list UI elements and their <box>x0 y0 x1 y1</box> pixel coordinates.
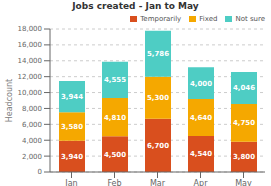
html-text:Jobs created - Jan to May: Jobs created - Jan to May <box>72 1 199 11</box>
svg-text:16,000: 16,000 <box>18 41 43 49</box>
svg-text:Feb: Feb <box>107 179 121 186</box>
html-text:Not sure: Not sure <box>235 14 265 23</box>
svg-text:5,300: 5,300 <box>147 94 169 102</box>
svg-text:8,000: 8,000 <box>22 105 42 113</box>
svg-text:3,800: 3,800 <box>233 153 255 161</box>
svg-text:2,000: 2,000 <box>22 153 42 161</box>
html-text:Temporarily: Temporarily <box>140 14 182 23</box>
svg-text:4,500: 4,500 <box>104 151 126 159</box>
svg-text:4,000: 4,000 <box>190 80 212 88</box>
svg-text:3,944: 3,944 <box>61 93 83 101</box>
svg-text:14,000: 14,000 <box>18 57 43 65</box>
svg-text:4,540: 4,540 <box>190 150 212 158</box>
svg-text:4,750: 4,750 <box>233 119 255 127</box>
svg-text:4,640: 4,640 <box>190 114 212 122</box>
svg-text:12,000: 12,000 <box>18 73 43 81</box>
svg-text:4,555: 4,555 <box>104 76 126 84</box>
svg-text:Jan: Jan <box>64 179 77 186</box>
svg-text:4,000: 4,000 <box>22 137 42 145</box>
svg-text:4,046: 4,046 <box>233 84 255 92</box>
svg-text:May: May <box>235 179 252 186</box>
svg-text:0: 0 <box>38 168 42 176</box>
svg-text:Apr: Apr <box>194 179 209 186</box>
svg-text:18,000: 18,000 <box>18 25 43 33</box>
svg-text:Mar: Mar <box>150 179 166 186</box>
svg-text:6,000: 6,000 <box>22 121 42 129</box>
svg-text:3,580: 3,580 <box>61 123 83 131</box>
svg-text:5,786: 5,786 <box>147 50 169 58</box>
svg-text:Headcount: Headcount <box>8 79 14 123</box>
svg-text:4,810: 4,810 <box>104 114 126 122</box>
svg-text:3,940: 3,940 <box>61 153 83 161</box>
svg-text:6,700: 6,700 <box>147 142 169 150</box>
svg-text:10,000: 10,000 <box>18 89 43 97</box>
html-text:Fixed: Fixed <box>199 14 218 23</box>
